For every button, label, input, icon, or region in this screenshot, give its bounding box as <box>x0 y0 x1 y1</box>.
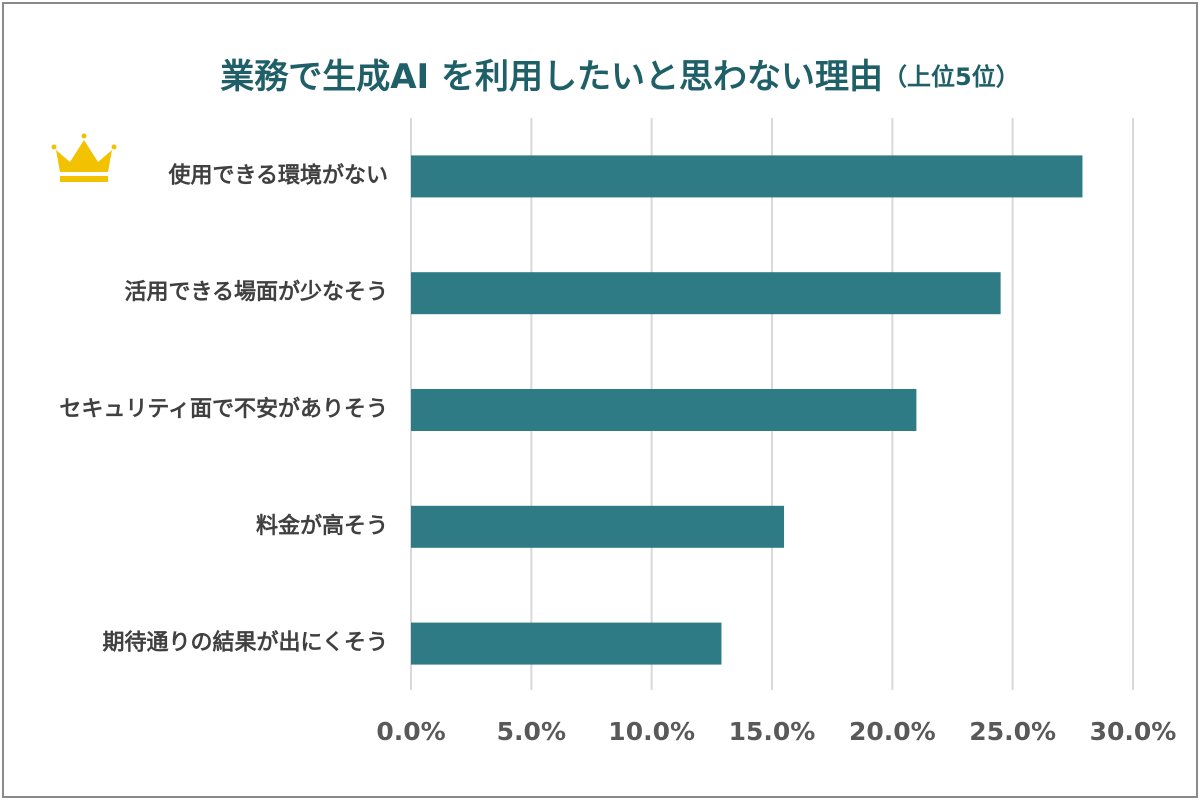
bar <box>411 505 785 548</box>
x-tick-label: 10.0% <box>608 717 695 746</box>
x-tick-label: 5.0% <box>497 717 566 746</box>
y-tick-label: 料金が高そう <box>256 513 388 539</box>
crown-icon <box>51 133 117 182</box>
bar <box>411 389 917 431</box>
x-tick-label: 25.0% <box>969 717 1056 746</box>
y-tick-label: 使用できる環境がない <box>167 162 388 188</box>
x-tick-label: 20.0% <box>849 717 936 746</box>
chart-title: 業務で生成AI を利用したいと思わない理由（上位5位） <box>220 57 1020 97</box>
y-tick-label: 活用できる場面が少なそう <box>124 279 388 305</box>
x-tick-label: 30.0% <box>1090 717 1177 746</box>
plot: 使用できる環境がない活用できる場面が少なそうセキュリティ面で不安がありそう料金が… <box>59 155 1083 665</box>
bar <box>411 155 1083 198</box>
x-tick-label: 15.0% <box>729 717 816 746</box>
x-tick-label: 0.0% <box>376 717 445 746</box>
title-suffix: （上位5位） <box>883 63 1020 91</box>
bar <box>411 622 722 665</box>
bar <box>411 272 1001 315</box>
title-main: 業務で生成AI を利用したいと思わない理由 <box>220 57 883 97</box>
y-tick-label: 期待通りの結果が出にくそう <box>102 630 388 656</box>
y-tick-label: セキュリティ面で不安がありそう <box>59 396 388 422</box>
